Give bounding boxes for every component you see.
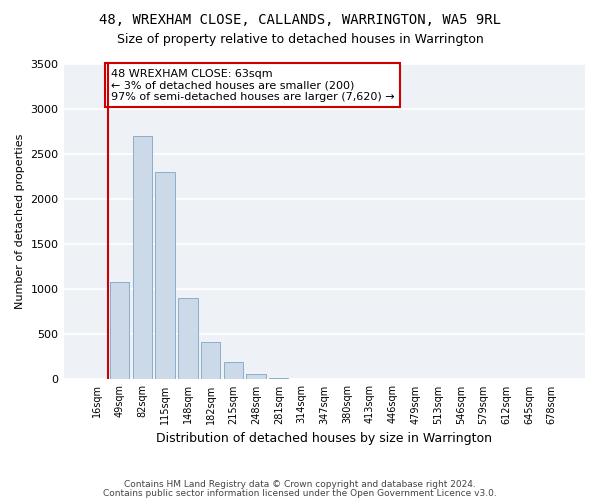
- Bar: [110, 282, 130, 380]
- Bar: [178, 298, 197, 380]
- Bar: [247, 374, 266, 380]
- Bar: [292, 378, 311, 380]
- Y-axis label: Number of detached properties: Number of detached properties: [15, 134, 25, 310]
- Bar: [155, 172, 175, 380]
- Bar: [224, 362, 243, 380]
- Text: Contains HM Land Registry data © Crown copyright and database right 2024.: Contains HM Land Registry data © Crown c…: [124, 480, 476, 489]
- Text: 48, WREXHAM CLOSE, CALLANDS, WARRINGTON, WA5 9RL: 48, WREXHAM CLOSE, CALLANDS, WARRINGTON,…: [99, 12, 501, 26]
- Text: 48 WREXHAM CLOSE: 63sqm
← 3% of detached houses are smaller (200)
97% of semi-de: 48 WREXHAM CLOSE: 63sqm ← 3% of detached…: [110, 68, 394, 102]
- Bar: [133, 136, 152, 380]
- Text: Contains public sector information licensed under the Open Government Licence v3: Contains public sector information licen…: [103, 488, 497, 498]
- Bar: [269, 378, 289, 380]
- Bar: [201, 342, 220, 380]
- Text: Size of property relative to detached houses in Warrington: Size of property relative to detached ho…: [116, 32, 484, 46]
- X-axis label: Distribution of detached houses by size in Warrington: Distribution of detached houses by size …: [156, 432, 492, 445]
